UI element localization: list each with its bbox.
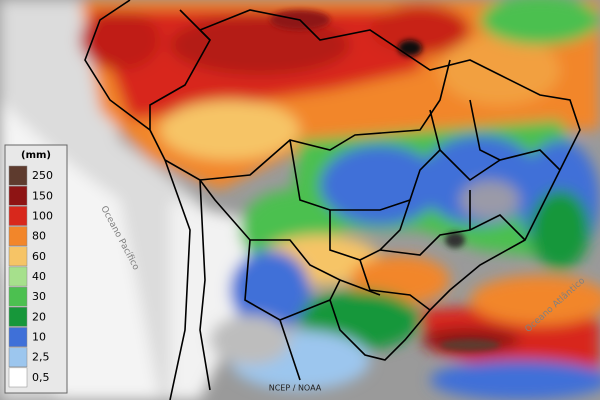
legend-swatch xyxy=(8,185,28,206)
borders xyxy=(84,0,581,400)
legend-label: 60 xyxy=(32,250,46,263)
legend-swatch xyxy=(8,226,28,246)
legend-label: 150 xyxy=(32,189,53,202)
legend-swatch xyxy=(8,246,28,267)
legend-swatch xyxy=(8,327,28,347)
legend-label: 100 xyxy=(32,209,53,222)
legend-swatch xyxy=(8,367,28,388)
legend-label: 0,5 xyxy=(32,371,50,384)
legend-swatch xyxy=(8,286,28,307)
legend-swatch xyxy=(8,165,28,186)
legend-swatch xyxy=(8,206,28,226)
legend-label: 10 xyxy=(32,331,46,344)
legend-unit: (mm) xyxy=(21,150,51,161)
legend-label: 30 xyxy=(32,290,46,303)
legend-label: 250 xyxy=(32,169,53,182)
legend-label: 40 xyxy=(32,270,46,283)
legend-swatch xyxy=(8,266,28,287)
legend-swatch xyxy=(8,347,28,368)
source-label: NCEP / NOAA xyxy=(269,384,322,393)
legend-label: 80 xyxy=(32,230,46,243)
legend-label: 2,5 xyxy=(32,351,50,364)
legend: (mm) 250 150 100 80 60 40 30 20 10 2,5 0,5 xyxy=(4,144,68,394)
legend-swatch xyxy=(8,307,28,327)
legend-label: 20 xyxy=(32,310,46,323)
